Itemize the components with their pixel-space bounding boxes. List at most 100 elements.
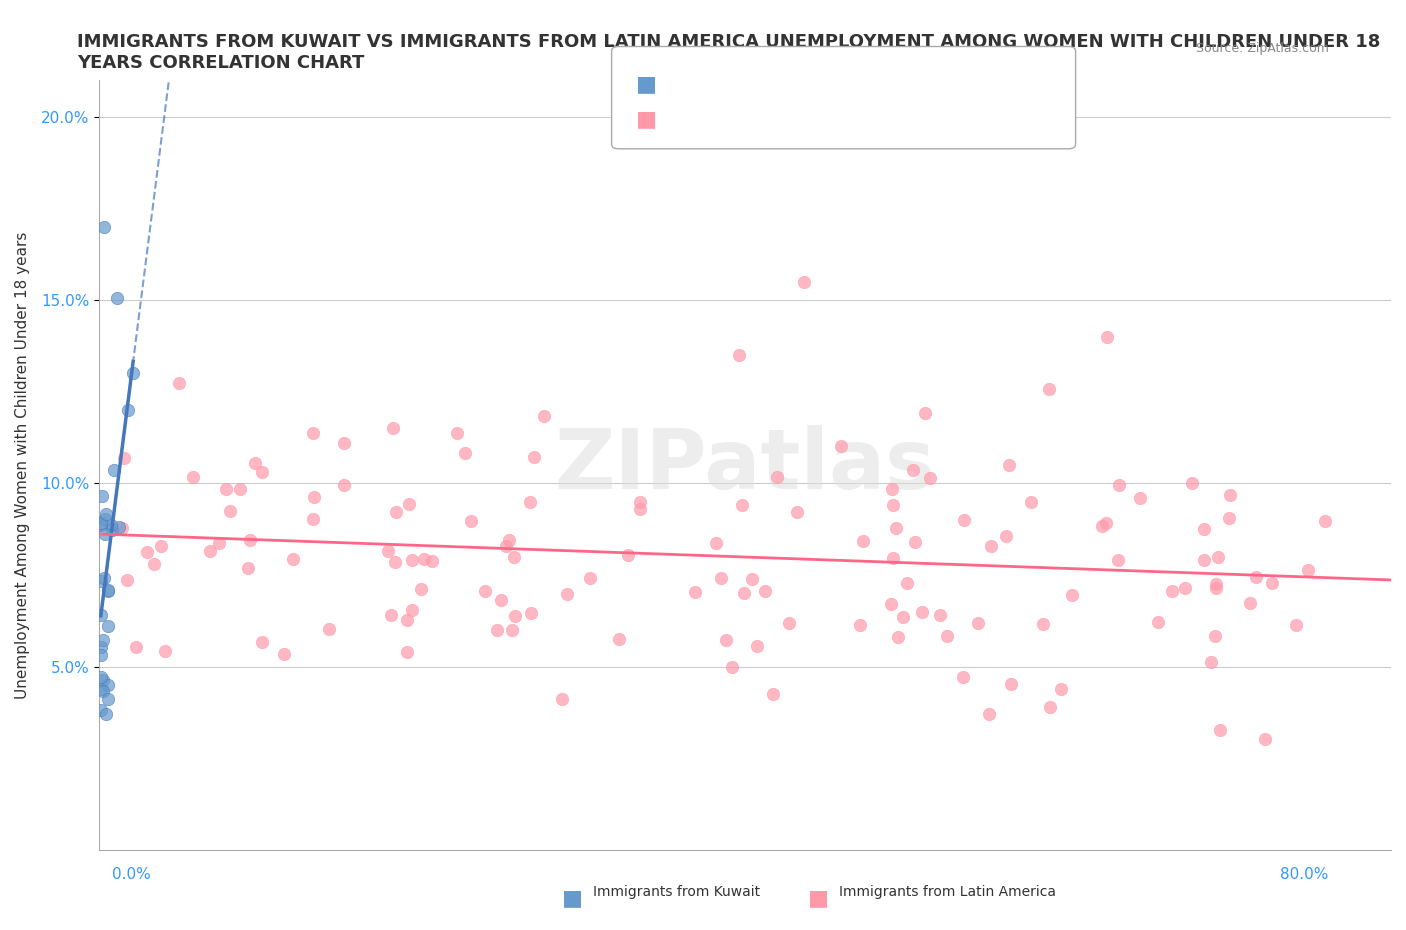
Point xyxy=(1205,576,1227,591)
Point xyxy=(1192,522,1215,537)
Point xyxy=(149,538,172,553)
Point xyxy=(607,631,630,646)
Point xyxy=(555,587,578,602)
Point xyxy=(1146,615,1168,630)
Point xyxy=(1095,329,1118,344)
Point xyxy=(167,376,190,391)
Point xyxy=(503,550,526,565)
Text: YEARS CORRELATION CHART: YEARS CORRELATION CHART xyxy=(77,54,364,72)
Point xyxy=(91,684,114,698)
Point xyxy=(1039,700,1062,715)
Point xyxy=(382,421,405,436)
Text: 138: 138 xyxy=(827,105,859,120)
Point xyxy=(420,553,443,568)
Point xyxy=(302,489,325,504)
Point xyxy=(904,535,927,550)
Point xyxy=(728,348,751,363)
Point xyxy=(239,533,262,548)
Point xyxy=(745,639,768,654)
Text: ■: ■ xyxy=(636,109,657,129)
Point xyxy=(935,629,957,644)
Point xyxy=(998,458,1021,472)
Point xyxy=(91,633,114,648)
Point xyxy=(90,608,112,623)
Text: ■: ■ xyxy=(636,74,657,95)
Point xyxy=(848,618,870,632)
Point xyxy=(93,512,115,526)
Point xyxy=(980,538,1002,553)
Point xyxy=(90,517,112,532)
Point xyxy=(90,640,112,655)
Point xyxy=(318,621,340,636)
Point xyxy=(579,571,602,586)
Point xyxy=(1199,655,1222,670)
Text: IMMIGRANTS FROM KUWAIT VS IMMIGRANTS FROM LATIN AMERICA UNEMPLOYMENT AMONG WOMEN: IMMIGRANTS FROM KUWAIT VS IMMIGRANTS FRO… xyxy=(77,33,1381,50)
Point xyxy=(1107,552,1129,567)
Point xyxy=(90,647,112,662)
Point xyxy=(90,670,112,684)
Point xyxy=(882,551,904,565)
Text: 31: 31 xyxy=(827,72,848,86)
Point xyxy=(236,561,259,576)
Point xyxy=(1095,516,1118,531)
Point xyxy=(122,365,145,380)
Point xyxy=(460,513,482,528)
Point xyxy=(896,576,918,591)
Point xyxy=(714,632,737,647)
Point xyxy=(929,607,952,622)
Point xyxy=(395,644,418,659)
Text: ■: ■ xyxy=(562,888,583,909)
Point xyxy=(733,586,755,601)
Text: 0.0%: 0.0% xyxy=(112,867,152,882)
Point xyxy=(90,489,112,504)
Point xyxy=(90,574,112,589)
Point xyxy=(395,613,418,628)
Point xyxy=(891,609,914,624)
Point xyxy=(1050,682,1073,697)
Point xyxy=(100,518,122,533)
Point xyxy=(918,471,941,485)
Point xyxy=(901,462,924,477)
Point xyxy=(273,646,295,661)
Point xyxy=(550,691,572,706)
Point xyxy=(90,682,112,697)
Text: 80.0%: 80.0% xyxy=(1281,867,1329,882)
Point xyxy=(503,609,526,624)
Text: R =: R = xyxy=(666,105,700,120)
Point xyxy=(880,597,903,612)
Point xyxy=(1174,580,1197,595)
Point xyxy=(485,622,508,637)
Text: ZIPatlas: ZIPatlas xyxy=(554,424,935,506)
Point xyxy=(301,512,323,526)
Point xyxy=(155,644,177,659)
Point xyxy=(995,528,1018,543)
Point xyxy=(105,291,128,306)
Point xyxy=(628,495,651,510)
Point xyxy=(1129,491,1152,506)
Point xyxy=(1206,550,1229,565)
Point xyxy=(384,554,406,569)
Point xyxy=(398,497,420,512)
Point xyxy=(135,544,157,559)
Point xyxy=(183,470,205,485)
Point xyxy=(498,533,520,548)
Point xyxy=(741,572,763,587)
Point xyxy=(1209,723,1232,737)
Point xyxy=(793,274,815,289)
Point xyxy=(96,507,118,522)
Point xyxy=(852,533,875,548)
Point xyxy=(446,425,468,440)
Text: -0.170: -0.170 xyxy=(710,105,765,120)
Point xyxy=(401,552,423,567)
Point xyxy=(103,462,125,477)
Point xyxy=(252,635,274,650)
Point xyxy=(93,571,115,586)
Point xyxy=(886,521,908,536)
Point xyxy=(91,672,114,687)
Point xyxy=(1192,553,1215,568)
Point xyxy=(250,464,273,479)
Point xyxy=(523,450,546,465)
Point xyxy=(229,482,252,497)
Text: 0.358: 0.358 xyxy=(710,72,758,86)
Point xyxy=(778,616,800,631)
